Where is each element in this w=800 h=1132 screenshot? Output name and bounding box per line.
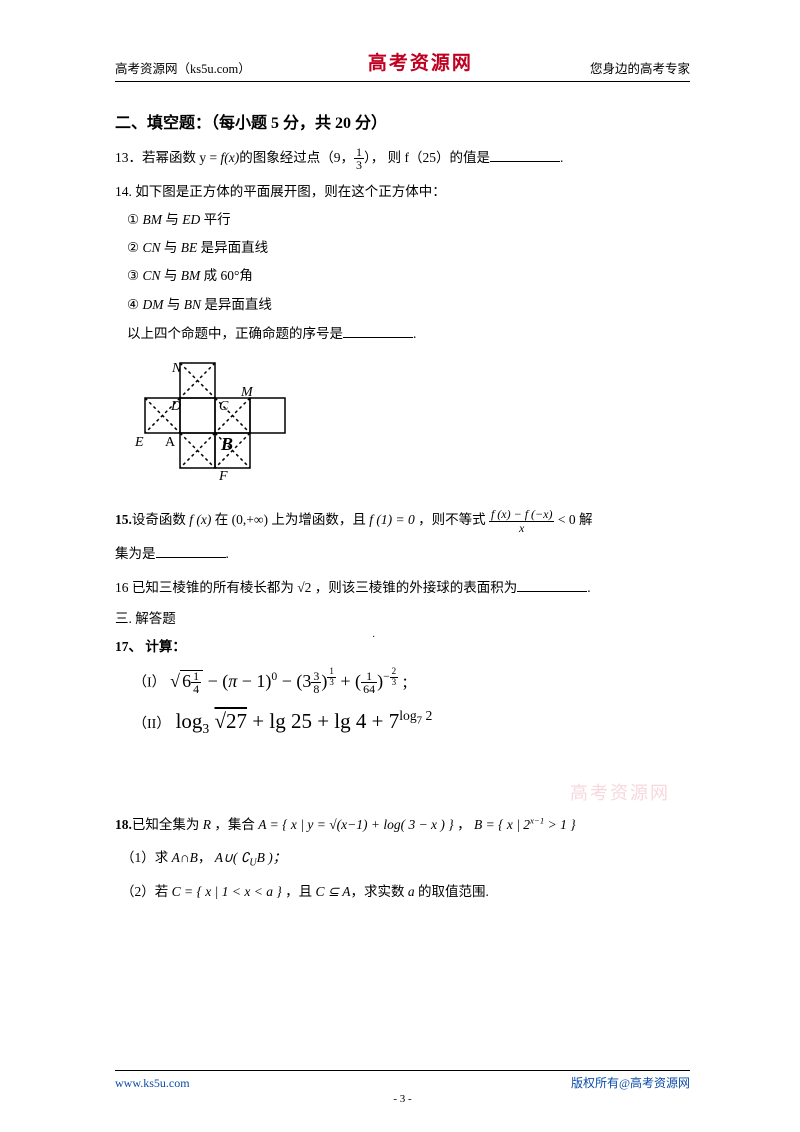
footer-copyright: 版权所有@高考资源网 xyxy=(571,1074,690,1092)
label-E: E xyxy=(134,435,144,450)
answer-blank xyxy=(343,323,413,338)
stray-mark: · xyxy=(372,630,375,645)
question-13: 13．若幂函数 y = f(x)的图象经过点（9，13）， 则 f（25）的值是… xyxy=(115,146,690,172)
q13-dot: . xyxy=(560,150,563,165)
q18-part-1: （1）求 A∩B， A∪( ∁UB )； xyxy=(121,842,690,876)
q13-fx: f(x) xyxy=(221,150,240,165)
q14-conclude: 以上四个命题中，正确命题的序号是. xyxy=(127,323,690,344)
footer-page-number: - 3 - xyxy=(115,1091,690,1108)
label-C: C xyxy=(219,399,229,414)
q17-line-1: （I） √614 − (π − 1)0 − (338)13 + (164)−23… xyxy=(133,667,690,696)
question-16: 16 已知三棱锥的所有棱长都为 √2 ，则该三棱锥的外接球的表面积为. xyxy=(115,577,690,598)
q13-mid1: 的图象经过点（9， xyxy=(239,150,354,165)
header-left: 高考资源网（ks5u.com） xyxy=(115,60,251,79)
q14-item-3: ③ CN 与 BM 成 60°角 xyxy=(127,266,690,286)
answer-blank xyxy=(490,147,560,162)
fraction-icon: 13 xyxy=(354,146,364,172)
q15-num: 15. xyxy=(115,512,132,527)
q14-item-4: ④ DM 与 BN 是异面直线 xyxy=(127,295,690,315)
label-F: F xyxy=(218,469,228,484)
q18-part-2: （2）若 C = { x | 1 < x < a } ，且 C ⊆ A，求实数 … xyxy=(121,876,690,908)
label-M: M xyxy=(240,385,254,400)
q14-item-2: ② CN 与 BE 是异面直线 xyxy=(127,238,690,258)
label-A: A xyxy=(165,435,176,450)
answer-blank xyxy=(517,577,587,592)
question-15: 15.设奇函数 f (x) 在 (0,+∞) 上为增函数，且 f (1) = 0… xyxy=(115,506,690,567)
section-title-answer: 三. 解答题 xyxy=(115,609,690,629)
q17-line-2: （II） log3 √27 + lg 25 + lg 4 + 7log7 2 xyxy=(133,706,690,740)
q13-prefix: 13．若幂函数 y = xyxy=(115,150,221,165)
q13-mid2: ）， 则 f（25）的值是 xyxy=(364,150,490,165)
footer-url: www.ks5u.com xyxy=(115,1074,190,1092)
label-N: N xyxy=(171,361,182,376)
q14-item-1: ① BM 与 ED 平行 xyxy=(127,210,690,230)
fraction-expr: f (x) − f (−x)x xyxy=(489,508,555,534)
question-14: 14. 如下图是正方体的平面展开图，则在这个正方体中： ① BM 与 ED 平行… xyxy=(115,182,690,345)
page-header: 高考资源网（ks5u.com） 高考资源网 您身边的高考专家 xyxy=(115,50,690,82)
question-18: 18.已知全集为 R ，集合 A = { x | y = √(x−1) + lo… xyxy=(115,809,690,907)
watermark-text: 高考资源网 xyxy=(570,780,670,807)
section-title-fill: 二、填空题：（每小题 5 分，共 20 分） xyxy=(115,112,690,136)
q17-num: 17、 计算： xyxy=(115,637,690,657)
q14-intro: 14. 如下图是正方体的平面展开图，则在这个正方体中： xyxy=(115,182,690,202)
label-B: B xyxy=(220,434,233,454)
q17-expr-2: log3 √27 + lg 25 + lg 4 + 7log7 2 xyxy=(176,709,433,733)
answer-blank xyxy=(156,543,226,558)
header-right: 您身边的高考专家 xyxy=(590,60,690,79)
header-center-logo: 高考资源网 xyxy=(368,50,473,79)
page-footer: www.ks5u.com 版权所有@高考资源网 - 3 - xyxy=(115,1070,690,1092)
question-17: 17、 计算： （I） √614 − (π − 1)0 − (338)13 + … xyxy=(115,637,690,740)
label-D: D xyxy=(170,399,181,414)
cube-net-diagram: N D C M E A B F xyxy=(125,358,325,488)
q17-expr-1: √614 − (π − 1)0 − (338)13 + (164)−23 ; xyxy=(170,671,408,691)
